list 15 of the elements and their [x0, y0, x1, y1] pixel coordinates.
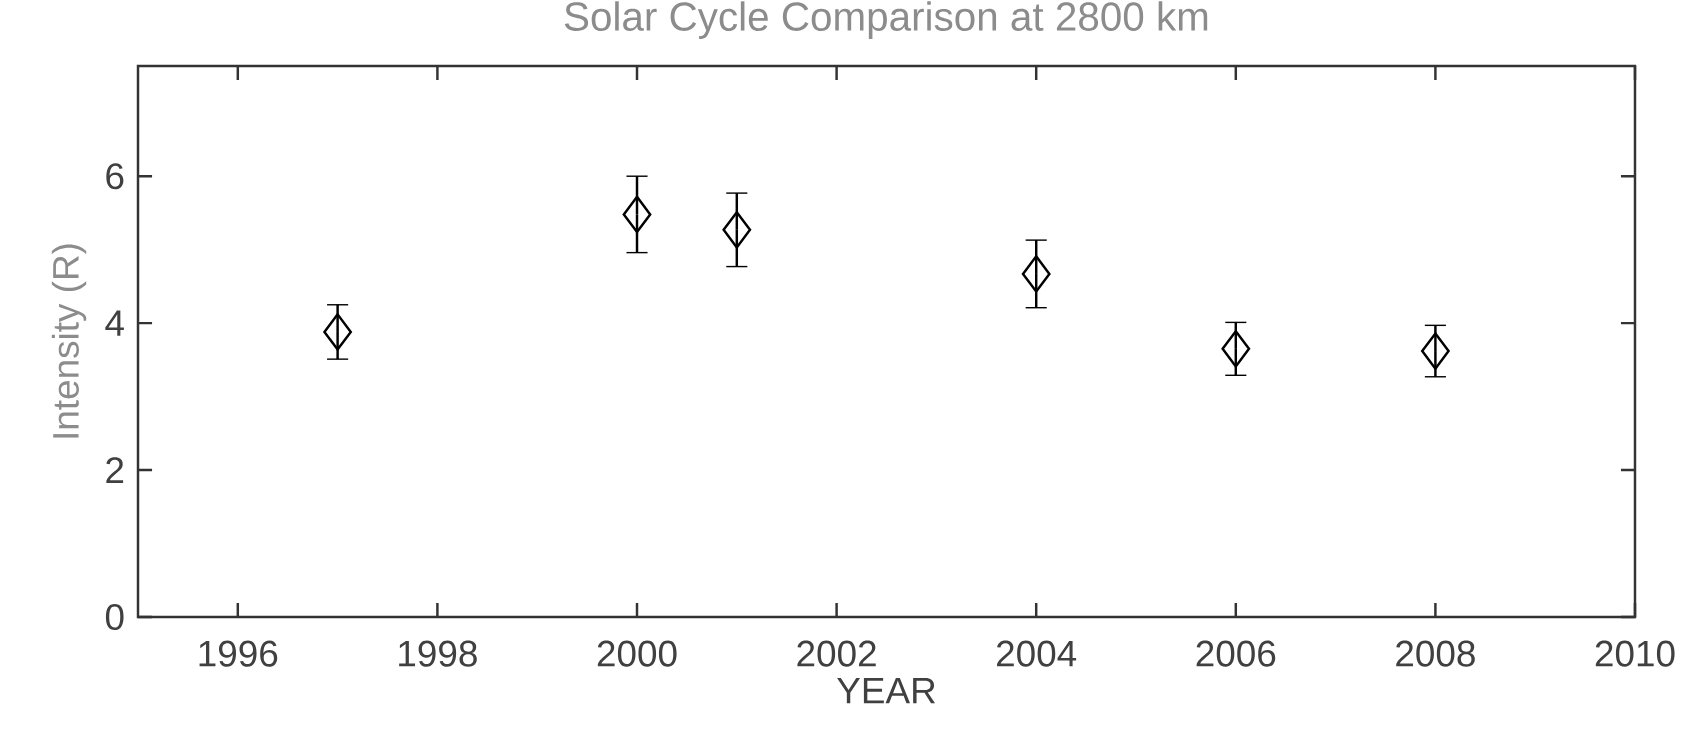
- x-tick-label: 2006: [1196, 640, 1276, 667]
- x-tick-label: 2002: [797, 640, 876, 667]
- y-tick-label: 2: [106, 457, 124, 483]
- x-tick-label: 2010: [1595, 640, 1675, 667]
- x-tick-label: 1998: [399, 640, 477, 667]
- y-tick-label: 6: [106, 163, 124, 190]
- y-tick-label: 0: [105, 603, 124, 631]
- y-axis-title: Intensity (R): [51, 244, 87, 438]
- x-tick-label: 2004: [997, 640, 1077, 667]
- x-tick-label: 2000: [597, 640, 677, 667]
- x-axis-title: YEAR: [837, 677, 936, 704]
- y-tick-label: 4: [105, 310, 124, 336]
- x-tick-label: 1996: [199, 640, 278, 667]
- x-tick-label: 2008: [1396, 640, 1475, 667]
- chart-title: Solar Cycle Comparison at 2800 km: [564, 1, 1208, 39]
